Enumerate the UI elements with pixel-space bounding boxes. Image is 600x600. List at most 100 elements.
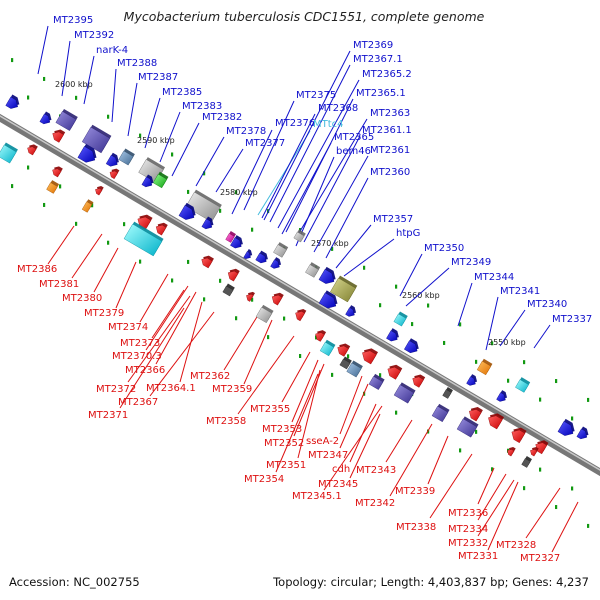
gene-label-mt2345-1: MT2345.1 (292, 491, 342, 502)
scale-tick (75, 95, 78, 100)
forward-gene-arrow (39, 111, 52, 125)
gene-label-mt2375: MT2375 (296, 90, 336, 101)
genome-backbone-highlight (0, 115, 600, 471)
reverse-gene-arrow (387, 364, 403, 380)
gene-box-steel (346, 360, 363, 378)
reverse-gene-arrow (511, 427, 527, 444)
leader-line (389, 423, 433, 497)
gene-label-mt2349: MT2349 (451, 257, 491, 268)
leader-line (297, 369, 321, 459)
scale-tick (139, 133, 142, 138)
gene-features (0, 94, 589, 468)
leader-line (281, 142, 332, 235)
scale-tick (299, 354, 302, 358)
gene-label-mt2367-1: MT2367.1 (353, 54, 403, 65)
gene-label-mt2351: MT2351 (266, 460, 306, 471)
forward-gene-arrow (557, 418, 575, 436)
forward-gene-arrow (318, 266, 336, 284)
gene-box-dark (521, 456, 532, 468)
leader-line (525, 487, 561, 539)
gene-label-mt2345: MT2345 (318, 479, 358, 490)
gene-label-nark-4: narK-4 (96, 45, 128, 56)
scale-tick (587, 523, 590, 528)
scale-tick (27, 165, 30, 170)
reverse-gene-arrow (315, 330, 327, 342)
scale-tick (555, 379, 558, 384)
scale-tick (523, 486, 526, 491)
leader-line (223, 311, 261, 371)
leader-line (281, 351, 311, 403)
gene-label-mt2367: MT2367 (118, 397, 158, 408)
gene-box-purple (55, 108, 78, 131)
gene-box-dark (339, 356, 352, 370)
gene-label-mt2340: MT2340 (527, 299, 567, 310)
leader-line (477, 467, 495, 505)
gene-label-mt2379: MT2379 (84, 308, 124, 319)
forward-gene-arrow (270, 257, 282, 269)
scale-tick (475, 359, 478, 364)
scale-tick (251, 227, 254, 232)
scale-tick (203, 171, 206, 176)
gene-box-cyan (515, 377, 531, 393)
gene-label-mt2332: MT2332 (448, 538, 488, 549)
reverse-gene-arrow (201, 255, 214, 269)
forward-gene-arrow (386, 328, 399, 342)
kbp-label: 2600 kbp (55, 80, 93, 89)
gene-label-mt2328: MT2328 (496, 540, 536, 551)
reverse-gene-arrow (469, 407, 483, 422)
reverse-gene-arrow (535, 440, 549, 455)
gene-label-mt2366: MT2366 (125, 365, 165, 376)
gene-label-mt2385: MT2385 (162, 87, 202, 98)
scale-tick (107, 114, 110, 119)
gene-label-mt2380: MT2380 (62, 293, 102, 304)
reverse-gene-arrow (507, 447, 516, 457)
forward-gene-arrow (5, 94, 20, 109)
leader-line (405, 267, 450, 307)
reverse-gene-arrow (246, 291, 255, 302)
gene-label-htpg: htpG (396, 228, 420, 239)
reverse-gene-arrow (488, 413, 504, 430)
gene-label-mt2347: MT2347 (308, 450, 348, 461)
leader-line (477, 479, 515, 537)
leader-line (151, 289, 185, 339)
leader-line (335, 224, 372, 269)
scale-tick (251, 297, 254, 302)
scale-labels: 2600 kbp 2590 kbp 2580 kbp 2570 kbp 2560 kbp… (55, 80, 526, 347)
gene-label-mt2369: MT2369 (353, 40, 393, 51)
gene-label-mt2342: MT2342 (355, 498, 395, 509)
gene-label-mt2360: MT2360 (370, 167, 410, 178)
leader-line (313, 155, 369, 253)
gene-labels: MT2395 MT2392 narK-4 MT2388 MT2387 MT2385 MT23… (17, 15, 592, 564)
scale-tick (411, 322, 414, 327)
kbp-label: 2590 kbp (137, 136, 175, 145)
gene-box-olive (330, 275, 358, 303)
gene-label-mt2392: MT2392 (74, 30, 114, 41)
gene-label-mt2372: MT2372 (96, 384, 136, 395)
scale-tick (11, 58, 14, 63)
gene-label-mt2358: MT2358 (206, 416, 246, 427)
gene-box-cyan (393, 311, 408, 327)
gene-label-mt2362: MT2362 (190, 371, 230, 382)
leader-line (291, 359, 319, 423)
reverse-gene-arrow (52, 129, 66, 143)
leader-line (399, 253, 423, 297)
gene-box-purple (431, 403, 450, 423)
leader-line (145, 285, 189, 351)
gene-label-mt2331: MT2331 (458, 551, 498, 562)
gene-box-dark (442, 387, 453, 399)
gene-label-mt2365-2: MT2365.2 (362, 69, 412, 80)
gene-label-mt2381: MT2381 (39, 279, 79, 290)
leader-line (277, 79, 360, 229)
gene-label-mttc4: MTtc4 (313, 119, 344, 130)
leader-line (339, 375, 363, 435)
scale-tick (267, 335, 270, 340)
scale-tick (459, 448, 462, 453)
leader-line (159, 111, 181, 163)
gene-label-mt2388: MT2388 (117, 58, 157, 69)
gene-label-mt2355: MT2355 (250, 404, 290, 415)
gene-box-grey (305, 262, 321, 278)
leader-line (477, 473, 507, 521)
forward-gene-arrow (77, 143, 97, 163)
scale-tick (571, 486, 574, 491)
